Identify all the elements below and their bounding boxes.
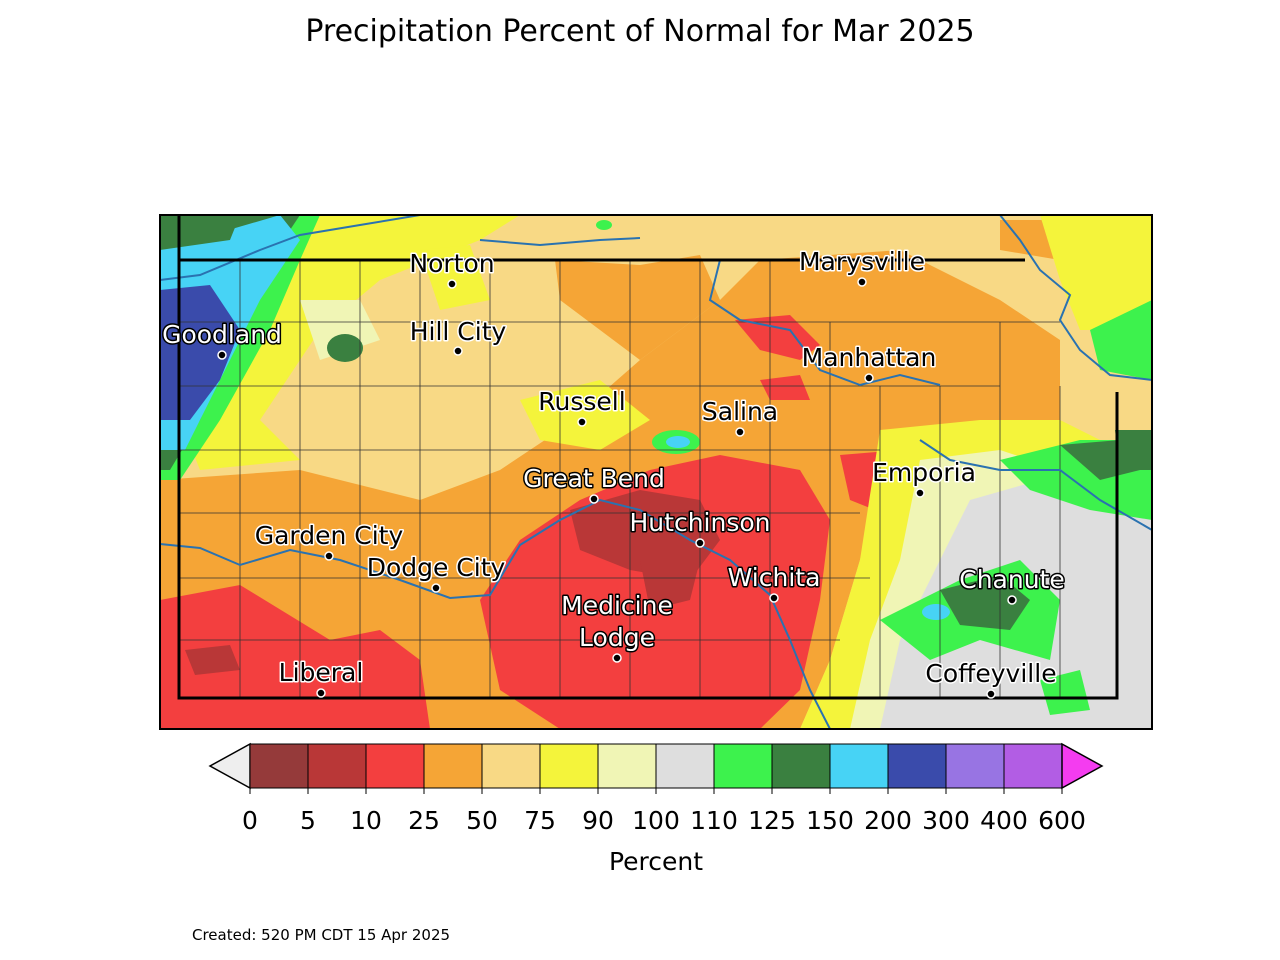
colorbar-tick-label: 200 [864,806,912,835]
colorbar-swatch [365,743,425,789]
colorbar-swatch [655,743,715,789]
colorbar-tick-label: 5 [300,806,316,835]
county-boundaries [180,260,1061,698]
city-dot [915,488,925,498]
city-label: Emporia [872,458,976,487]
city-dot [447,279,457,289]
colorbar-swatch [771,743,831,789]
colorbar-tick-label: 600 [1038,806,1086,835]
city-markers: Norton Marysville Goodland Hill City Manhatt… [161,246,1066,699]
colorbar-swatch [481,743,541,789]
colorbar-swatch [887,743,947,789]
created-timestamp: Created: 520 PM CDT 15 Apr 2025 [192,926,451,944]
colorbar-tick-label: 25 [408,806,440,835]
colorbar-swatch [1003,743,1063,789]
city-label: Hill City [410,317,507,346]
city-label: Medicine Lodge [561,591,673,652]
colorbar-label: Percent [609,847,703,876]
city-label: Liberal [279,658,364,687]
city-label: Garden City [255,521,404,550]
city-label: Dodge City [367,553,506,582]
colorbar-swatch [597,743,657,789]
city-label: Coffeyville [925,659,1056,688]
map-title: Precipitation Percent of Normal for Mar … [305,14,975,49]
colorbar-swatch [713,743,773,789]
city-label: Hutchinson [630,508,771,537]
colorbar-swatch [539,743,599,789]
city-label: Goodland [162,320,282,349]
colorbar-tick-label: 50 [466,806,498,835]
city-label: Wichita [728,563,821,592]
city-label: Russell [538,387,625,416]
colorbar-tick-label: 300 [922,806,970,835]
city-dot [1007,595,1017,605]
colorbar-tick-label: 150 [806,806,854,835]
city-label: Great Bend [523,464,665,493]
colorbar-tick-label: 75 [524,806,556,835]
city-dot [324,551,334,561]
city-dot [453,346,463,356]
city-dot [316,688,326,698]
colorbar-swatch [249,743,309,789]
colorbar-tick-label: 100 [632,806,680,835]
city-dot [217,350,227,360]
city-label: Norton [409,249,494,278]
colorbar: 0 5 10 25 50 75 90 100 110 125 150 200 300 400 600 Per… [208,742,1104,876]
city-label: Chanute [959,565,1065,594]
colorbar-swatch [423,743,483,789]
city-dot [864,373,874,383]
city-dot [589,494,599,504]
colorbar-tick-label: 125 [748,806,796,835]
city-label: Manhattan [802,343,937,372]
colorbar-tick-label: 110 [690,806,738,835]
map-frame [159,214,1153,730]
cwa-outline [177,215,1119,700]
colorbar-under-arrow [208,742,251,790]
colorbar-tick-label: 90 [582,806,614,835]
city-dot [431,583,441,593]
city-dot [612,653,622,663]
city-dot [695,538,705,548]
colorbar-tick-label: 10 [350,806,382,835]
city-dot [986,689,996,699]
city-label: Salina [702,397,778,426]
colorbar-tick-label: 400 [980,806,1028,835]
city-dot [857,277,867,287]
colorbar-swatch [307,743,367,789]
colorbar-over-arrow [1061,742,1104,790]
colorbar-swatch [945,743,1005,789]
colorbar-swatch [829,743,889,789]
city-dot [769,593,779,603]
city-dot [577,417,587,427]
city-dot [735,427,745,437]
city-label: Marysville [799,247,925,276]
colorbar-tick-label: 0 [242,806,258,835]
